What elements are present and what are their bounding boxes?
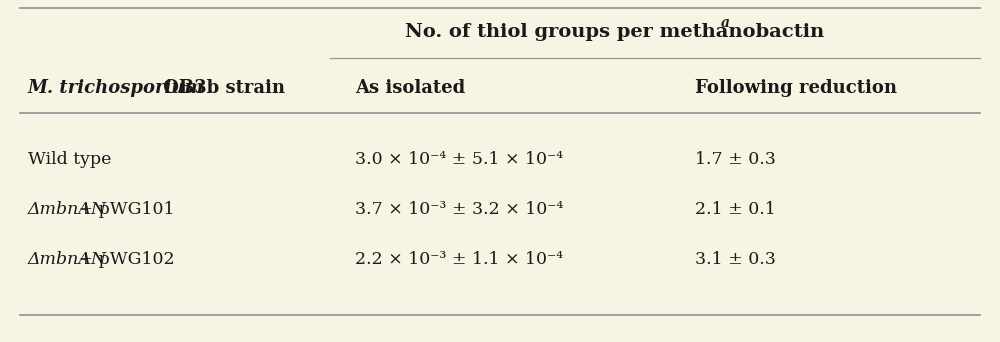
Text: 3.7 × 10⁻³ ± 3.2 × 10⁻⁴: 3.7 × 10⁻³ ± 3.2 × 10⁻⁴ xyxy=(355,201,563,219)
Text: 3.0 × 10⁻⁴ ± 5.1 × 10⁻⁴: 3.0 × 10⁻⁴ ± 5.1 × 10⁻⁴ xyxy=(355,152,563,169)
Text: M. trichosporium: M. trichosporium xyxy=(28,79,205,97)
Text: + pWG101: + pWG101 xyxy=(73,201,175,219)
Text: a: a xyxy=(721,16,730,30)
Text: 2.1 ± 0.1: 2.1 ± 0.1 xyxy=(695,201,776,219)
Text: ΔmbnAN: ΔmbnAN xyxy=(28,201,107,219)
Text: 1.7 ± 0.3: 1.7 ± 0.3 xyxy=(695,152,776,169)
Text: OB3b strain: OB3b strain xyxy=(157,79,285,97)
Text: 3.1 ± 0.3: 3.1 ± 0.3 xyxy=(695,251,776,268)
Text: ΔmbnAN: ΔmbnAN xyxy=(28,251,107,268)
Text: Wild type: Wild type xyxy=(28,152,111,169)
Text: 2.2 × 10⁻³ ± 1.1 × 10⁻⁴: 2.2 × 10⁻³ ± 1.1 × 10⁻⁴ xyxy=(355,251,563,268)
Text: + pWG102: + pWG102 xyxy=(73,251,175,268)
Text: As isolated: As isolated xyxy=(355,79,465,97)
Text: No. of thiol groups per methanobactin: No. of thiol groups per methanobactin xyxy=(405,23,825,41)
Text: Following reduction: Following reduction xyxy=(695,79,897,97)
